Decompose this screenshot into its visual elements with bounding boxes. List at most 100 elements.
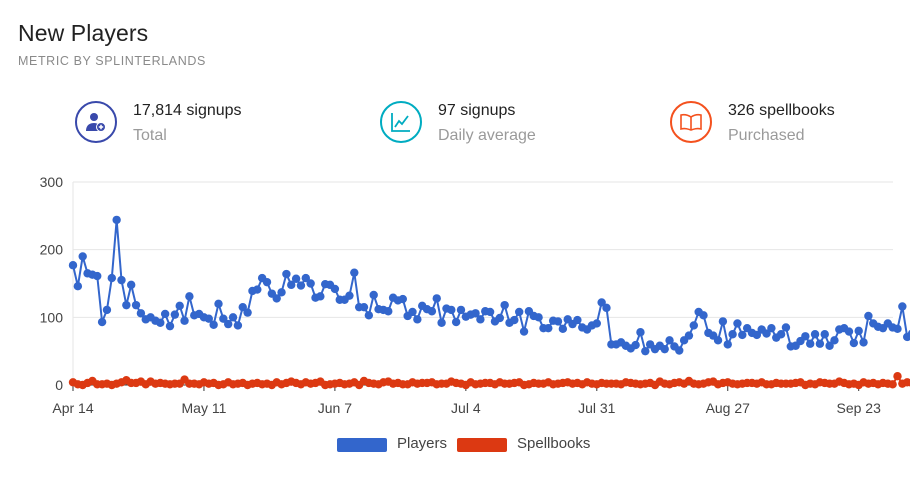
data-point[interactable] — [102, 305, 112, 315]
data-point[interactable] — [762, 329, 771, 338]
data-point[interactable] — [675, 346, 684, 355]
data-point[interactable] — [699, 311, 708, 320]
data-point[interactable] — [117, 275, 126, 285]
data-point[interactable] — [301, 273, 310, 283]
data-point[interactable] — [272, 294, 281, 303]
data-point[interactable] — [180, 316, 189, 325]
data-point[interactable] — [519, 327, 529, 336]
data-point[interactable] — [660, 344, 669, 354]
data-point[interactable] — [233, 321, 243, 330]
data-point[interactable] — [447, 305, 456, 315]
data-point[interactable] — [78, 252, 87, 261]
data-point[interactable] — [214, 299, 223, 308]
data-point[interactable] — [408, 307, 417, 317]
data-point[interactable] — [485, 307, 495, 317]
data-point[interactable] — [127, 280, 136, 290]
data-point[interactable] — [456, 305, 466, 315]
data-point[interactable] — [738, 330, 747, 340]
data-point[interactable] — [631, 340, 640, 350]
data-point[interactable] — [204, 314, 213, 323]
data-point[interactable] — [553, 317, 563, 326]
data-point[interactable] — [437, 318, 446, 327]
data-point[interactable] — [160, 309, 170, 319]
data-point[interactable] — [68, 261, 78, 270]
data-point[interactable] — [427, 307, 437, 316]
data-point[interactable] — [359, 302, 369, 312]
data-point[interactable] — [156, 318, 165, 327]
data-point[interactable] — [767, 323, 776, 333]
data-point[interactable] — [820, 330, 829, 339]
data-point[interactable] — [854, 326, 863, 336]
data-point[interactable] — [544, 323, 553, 333]
data-point[interactable] — [224, 319, 233, 329]
data-point[interactable] — [185, 292, 194, 301]
data-point[interactable] — [859, 338, 868, 347]
data-point[interactable] — [219, 314, 228, 323]
data-point[interactable] — [534, 313, 543, 322]
data-point[interactable] — [830, 336, 839, 345]
data-point[interactable] — [93, 271, 102, 281]
data-point[interactable] — [592, 319, 601, 328]
data-point[interactable] — [136, 309, 146, 318]
data-point[interactable] — [515, 307, 524, 317]
data-point[interactable] — [209, 320, 218, 329]
data-point[interactable] — [825, 341, 834, 350]
data-point[interactable] — [175, 301, 184, 311]
data-point[interactable] — [262, 277, 272, 287]
data-point[interactable] — [369, 290, 378, 300]
data-point[interactable] — [350, 268, 359, 277]
data-point[interactable] — [296, 281, 306, 290]
data-point[interactable] — [636, 328, 645, 337]
data-point[interactable] — [684, 331, 694, 340]
data-point[interactable] — [641, 346, 650, 356]
data-point[interactable] — [238, 302, 247, 312]
data-point[interactable] — [471, 309, 480, 318]
data-point[interactable] — [597, 298, 606, 307]
data-point[interactable] — [752, 330, 762, 340]
data-point[interactable] — [723, 340, 732, 349]
data-point[interactable] — [893, 372, 902, 381]
data-point[interactable] — [510, 315, 519, 325]
data-point[interactable] — [781, 323, 791, 332]
data-point[interactable] — [495, 313, 504, 323]
data-point[interactable] — [573, 315, 582, 325]
data-point[interactable] — [864, 311, 873, 321]
data-point[interactable] — [907, 379, 910, 387]
data-point[interactable] — [689, 321, 698, 330]
data-point[interactable] — [815, 339, 825, 348]
data-point[interactable] — [476, 315, 485, 324]
data-point[interactable] — [277, 288, 286, 297]
data-point[interactable] — [316, 292, 325, 301]
data-point[interactable] — [291, 274, 301, 283]
data-point[interactable] — [364, 311, 374, 320]
data-point[interactable] — [107, 273, 117, 283]
data-point[interactable] — [165, 321, 175, 331]
data-point[interactable] — [713, 336, 723, 345]
data-point[interactable] — [384, 307, 393, 316]
data-point[interactable] — [844, 327, 854, 336]
data-point[interactable] — [228, 313, 238, 322]
data-point[interactable] — [253, 285, 262, 294]
data-point[interactable] — [801, 332, 810, 341]
data-point[interactable] — [451, 317, 461, 327]
data-point[interactable] — [122, 300, 131, 310]
data-point[interactable] — [413, 315, 422, 324]
data-point[interactable] — [287, 280, 296, 290]
data-point[interactable] — [97, 317, 107, 327]
data-point[interactable] — [131, 300, 141, 310]
data-point[interactable] — [306, 279, 315, 288]
data-point[interactable] — [776, 330, 786, 339]
data-point[interactable] — [806, 339, 815, 348]
data-point[interactable] — [849, 338, 859, 348]
data-point[interactable] — [243, 308, 252, 317]
data-point[interactable] — [398, 294, 407, 304]
data-point[interactable] — [432, 294, 441, 303]
data-point[interactable] — [907, 329, 910, 338]
data-point[interactable] — [888, 380, 897, 389]
data-point[interactable] — [330, 284, 340, 294]
data-point[interactable] — [500, 300, 509, 310]
data-point[interactable] — [602, 303, 611, 313]
data-point[interactable] — [718, 317, 728, 326]
data-point[interactable] — [282, 269, 291, 279]
data-point[interactable] — [345, 291, 354, 300]
